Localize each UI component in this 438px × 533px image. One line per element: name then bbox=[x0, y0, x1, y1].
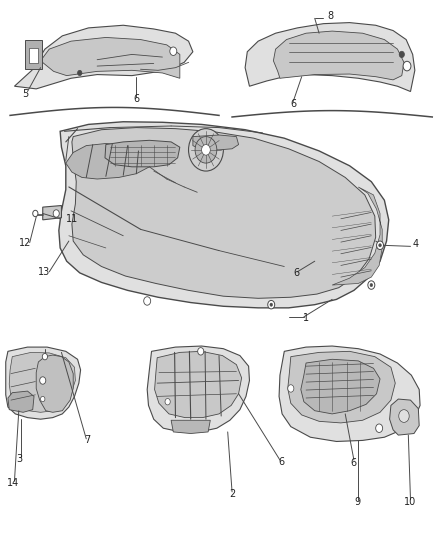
Circle shape bbox=[201, 144, 210, 155]
Polygon shape bbox=[105, 140, 180, 167]
Circle shape bbox=[170, 47, 177, 55]
Circle shape bbox=[368, 281, 375, 289]
Polygon shape bbox=[301, 359, 380, 414]
Circle shape bbox=[288, 385, 294, 392]
Polygon shape bbox=[147, 346, 250, 432]
Text: 8: 8 bbox=[327, 11, 333, 21]
Circle shape bbox=[198, 348, 204, 355]
Text: 5: 5 bbox=[22, 88, 28, 99]
Polygon shape bbox=[9, 352, 75, 413]
Polygon shape bbox=[273, 31, 404, 80]
Text: 2: 2 bbox=[229, 489, 235, 499]
Circle shape bbox=[188, 128, 223, 171]
Polygon shape bbox=[193, 135, 239, 150]
Text: 7: 7 bbox=[85, 435, 91, 446]
Polygon shape bbox=[41, 37, 180, 78]
Text: 9: 9 bbox=[354, 497, 360, 507]
Circle shape bbox=[377, 241, 384, 249]
Polygon shape bbox=[245, 22, 415, 92]
Circle shape bbox=[370, 284, 373, 287]
Circle shape bbox=[78, 70, 82, 76]
Text: 6: 6 bbox=[351, 458, 357, 467]
Text: 10: 10 bbox=[404, 497, 417, 507]
Text: 13: 13 bbox=[38, 267, 50, 277]
Polygon shape bbox=[332, 187, 382, 285]
Text: 11: 11 bbox=[66, 214, 78, 224]
Bar bbox=[29, 48, 39, 63]
Circle shape bbox=[399, 51, 404, 58]
Circle shape bbox=[144, 297, 151, 305]
Text: 3: 3 bbox=[16, 454, 22, 464]
Circle shape bbox=[42, 353, 47, 360]
Polygon shape bbox=[288, 351, 395, 423]
Circle shape bbox=[403, 61, 411, 71]
Polygon shape bbox=[171, 420, 210, 433]
Circle shape bbox=[399, 410, 409, 422]
Circle shape bbox=[270, 303, 272, 306]
Circle shape bbox=[376, 424, 383, 432]
Polygon shape bbox=[59, 122, 389, 308]
Polygon shape bbox=[14, 25, 193, 89]
Circle shape bbox=[40, 377, 46, 384]
Circle shape bbox=[53, 210, 59, 217]
Polygon shape bbox=[66, 143, 154, 179]
Text: 6: 6 bbox=[290, 99, 296, 109]
Text: 6: 6 bbox=[133, 94, 139, 104]
Polygon shape bbox=[8, 391, 34, 413]
Text: 1: 1 bbox=[303, 313, 309, 324]
Polygon shape bbox=[279, 346, 420, 441]
Text: 14: 14 bbox=[7, 478, 20, 488]
Circle shape bbox=[41, 397, 45, 402]
Polygon shape bbox=[72, 127, 376, 298]
Text: 6: 6 bbox=[278, 457, 284, 466]
Polygon shape bbox=[390, 399, 419, 435]
Polygon shape bbox=[6, 347, 81, 419]
Circle shape bbox=[379, 244, 381, 247]
Circle shape bbox=[33, 211, 38, 216]
Circle shape bbox=[268, 301, 275, 309]
Polygon shape bbox=[155, 351, 242, 418]
Polygon shape bbox=[36, 355, 73, 413]
Text: 6: 6 bbox=[293, 269, 300, 278]
FancyBboxPatch shape bbox=[25, 40, 42, 69]
Polygon shape bbox=[43, 206, 61, 220]
Text: 4: 4 bbox=[412, 239, 418, 249]
Circle shape bbox=[195, 136, 217, 163]
Circle shape bbox=[165, 399, 170, 405]
Text: 12: 12 bbox=[19, 238, 32, 248]
